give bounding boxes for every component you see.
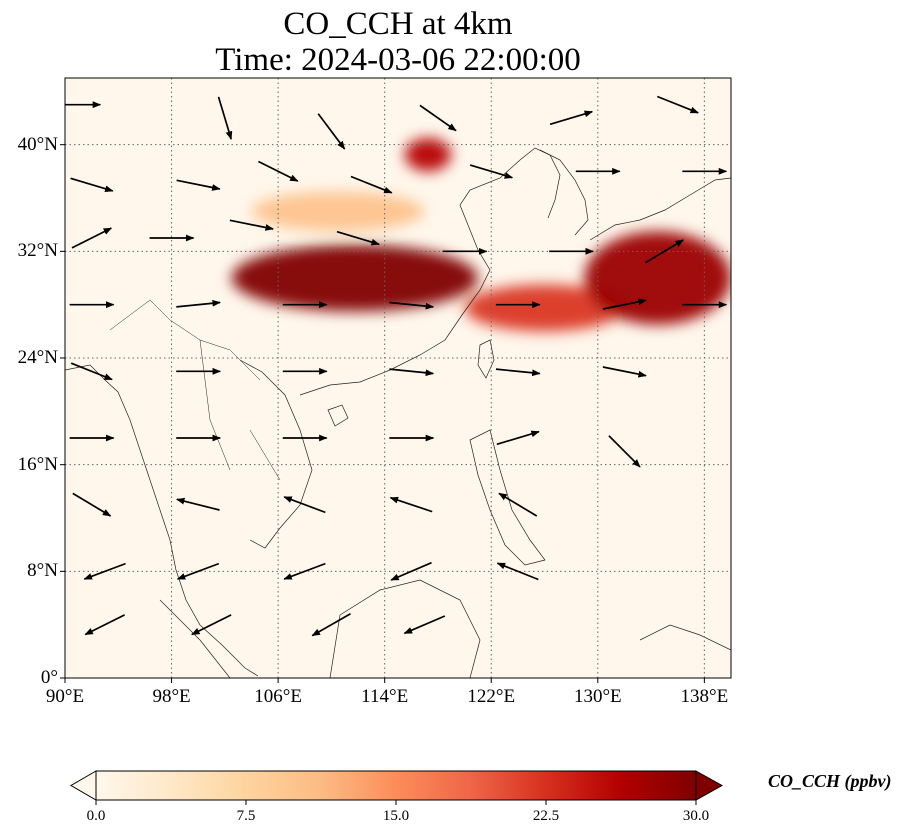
title-line-1: CO_CCH at 4km (283, 6, 513, 42)
wind-vector (403, 615, 446, 635)
lat-tick-label: 32°N (17, 240, 58, 262)
wind-vector (656, 95, 699, 114)
wind-vector (283, 562, 326, 580)
lon-tick-label: 138°E (680, 686, 729, 707)
lat-tick-label: 16°N (17, 453, 58, 475)
wind-vector (549, 110, 594, 126)
lat-tick-label: 0° (40, 667, 58, 688)
wind-vector (336, 230, 380, 246)
coastline-hainan (327, 404, 349, 427)
coastline-philippines (469, 429, 546, 566)
wind-vector (176, 562, 220, 580)
map-background (65, 78, 731, 678)
wind-vector (258, 160, 299, 182)
co-plume-layer (231, 138, 731, 332)
wind-vector (71, 227, 113, 249)
map-area (65, 78, 731, 678)
wind-vector (176, 497, 220, 511)
colorbar-tick-label: 15.0 (382, 808, 410, 824)
wind-vector (602, 298, 647, 310)
wind-vector (350, 175, 393, 194)
colorbar-ticks (95, 800, 697, 805)
wind-vector (317, 113, 346, 150)
lon-tick-label: 114°E (361, 686, 409, 707)
wind-vector (283, 496, 326, 514)
lon-tick-label: 122°E (467, 686, 516, 707)
colorbar (70, 770, 724, 805)
wind-vector (176, 299, 221, 308)
coastline-newguinea (639, 624, 731, 651)
colorbar-body (96, 771, 696, 800)
wind-vector (217, 96, 233, 140)
colorbar-min-extend (70, 770, 97, 801)
coastline-korea (539, 149, 589, 236)
coastline-mainland (65, 364, 259, 677)
lat-tick-label: 8°N (27, 560, 58, 582)
wind-vector (84, 614, 126, 636)
wind-vector (389, 496, 433, 513)
wind-vector (70, 177, 114, 193)
coastline-taiwan (477, 339, 495, 379)
wind-vector (602, 366, 647, 378)
wind-vector (229, 219, 274, 231)
coastline-borneo (329, 579, 481, 678)
lat-tick-label: 40°N (17, 133, 58, 155)
wind-vector (176, 179, 221, 191)
lon-tick-label: 90°E (45, 686, 85, 707)
colorbar-tick-label: 0.0 (86, 808, 106, 824)
wind-vector (419, 104, 457, 132)
colorbar-tick-label: 30.0 (682, 808, 710, 824)
coastline-sumatra (159, 599, 231, 678)
border-lines (109, 299, 281, 481)
wind-vector (389, 368, 435, 377)
wind-vector (608, 435, 641, 468)
wind-vector (70, 362, 113, 381)
wind-vector (72, 492, 112, 517)
wind-vector (390, 561, 432, 581)
axis-ticks (60, 144, 705, 683)
wind-vector (496, 562, 539, 581)
wind-vector (311, 613, 351, 637)
coastline-japan (589, 177, 731, 241)
lon-tick-label: 106°E (254, 686, 302, 707)
co-plume-region (231, 244, 478, 312)
co-plume-region (404, 138, 452, 172)
co-plume-region (251, 191, 425, 232)
lon-tick-label: 130°E (573, 686, 622, 707)
wind-vector (469, 164, 514, 179)
colorbar-title: CO_CCH (ppbv) (768, 771, 892, 791)
colorbar-tick-label: 22.5 (532, 808, 560, 824)
coastline-indochina (239, 359, 313, 549)
co-plume-region (584, 231, 731, 325)
wind-vector (645, 239, 684, 264)
colorbar-max-extend (695, 770, 724, 801)
wind-vector (191, 614, 232, 636)
colorbar-tick-label: 7.5 (236, 808, 256, 824)
coastlines-layer (65, 147, 731, 678)
title-line-2: Time: 2024-03-06 22:00:00 (215, 42, 581, 78)
wind-vector (496, 430, 540, 446)
wind-vector (83, 562, 126, 580)
gridlines (65, 78, 731, 678)
co-plume-region (464, 284, 625, 332)
wind-vector (495, 368, 541, 377)
wind-vector-layer (65, 95, 728, 637)
lat-tick-label: 24°N (17, 347, 58, 368)
wind-vector (498, 492, 538, 517)
wind-vector (389, 301, 435, 310)
lon-tick-label: 98°E (152, 686, 191, 707)
map-frame (64, 77, 732, 679)
